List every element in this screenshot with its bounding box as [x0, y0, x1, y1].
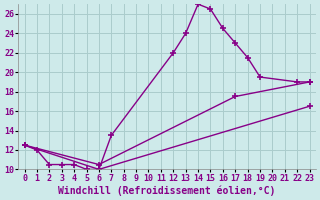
X-axis label: Windchill (Refroidissement éolien,°C): Windchill (Refroidissement éolien,°C)	[58, 185, 276, 196]
